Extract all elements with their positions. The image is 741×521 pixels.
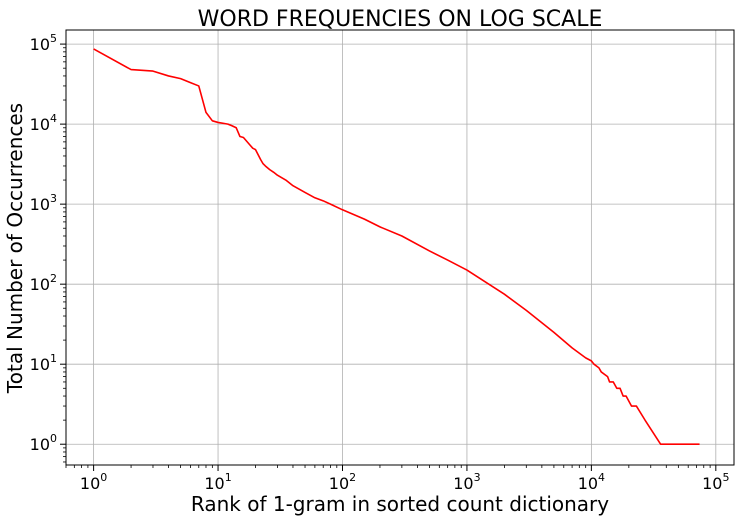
x-tick-label: 102	[329, 471, 356, 493]
x-tick-label: 105	[702, 471, 729, 493]
y-tick-exponent: 2	[50, 272, 57, 285]
y-tick-base: 10	[30, 195, 50, 214]
y-tick-exponent: 5	[50, 32, 57, 45]
x-tick-exponent: 0	[100, 471, 107, 484]
y-tick-base: 10	[30, 115, 50, 134]
y-tick-base: 10	[30, 35, 50, 54]
y-tick-exponent: 4	[50, 112, 57, 125]
y-tick-exponent: 0	[50, 432, 57, 445]
plot-frame	[65, 29, 735, 466]
x-tick-base: 10	[578, 474, 598, 493]
frequency-line	[93, 48, 700, 446]
y-tick-base: 10	[30, 355, 50, 374]
x-tick-exponent: 3	[474, 471, 481, 484]
y-tick-label: 105	[30, 32, 57, 54]
y-tick-base: 10	[30, 435, 50, 454]
y-tick-label: 104	[30, 112, 57, 134]
x-tick-label: 103	[453, 471, 480, 493]
y-tick-label: 101	[30, 352, 57, 374]
x-tick-exponent: 1	[225, 471, 232, 484]
x-tick-exponent: 4	[598, 471, 605, 484]
x-axis-label: Rank of 1-gram in sorted count dictionar…	[191, 492, 609, 516]
y-tick-exponent: 3	[50, 192, 57, 205]
series-layer	[93, 48, 700, 446]
x-tick-base: 10	[453, 474, 473, 493]
chart-title: WORD FREQUENCIES ON LOG SCALE	[198, 7, 603, 32]
x-tick-base: 10	[329, 474, 349, 493]
x-tick-label: 100	[80, 471, 107, 493]
x-tick-base: 10	[204, 474, 224, 493]
y-tick-exponent: 1	[50, 352, 57, 365]
x-tick-base: 10	[80, 474, 100, 493]
y-axis-label: Total Number of Occurrences	[3, 103, 27, 394]
x-tick-base: 10	[702, 474, 722, 493]
x-tick-label: 104	[578, 471, 605, 493]
x-tick-exponent: 5	[722, 471, 729, 484]
y-tick-label: 100	[30, 432, 57, 454]
y-tick-base: 10	[30, 275, 50, 294]
y-tick-label: 103	[30, 192, 57, 214]
grid-layer	[66, 30, 734, 465]
x-tick-label: 101	[204, 471, 231, 493]
x-tick-exponent: 2	[349, 471, 356, 484]
y-tick-label: 102	[30, 272, 57, 294]
